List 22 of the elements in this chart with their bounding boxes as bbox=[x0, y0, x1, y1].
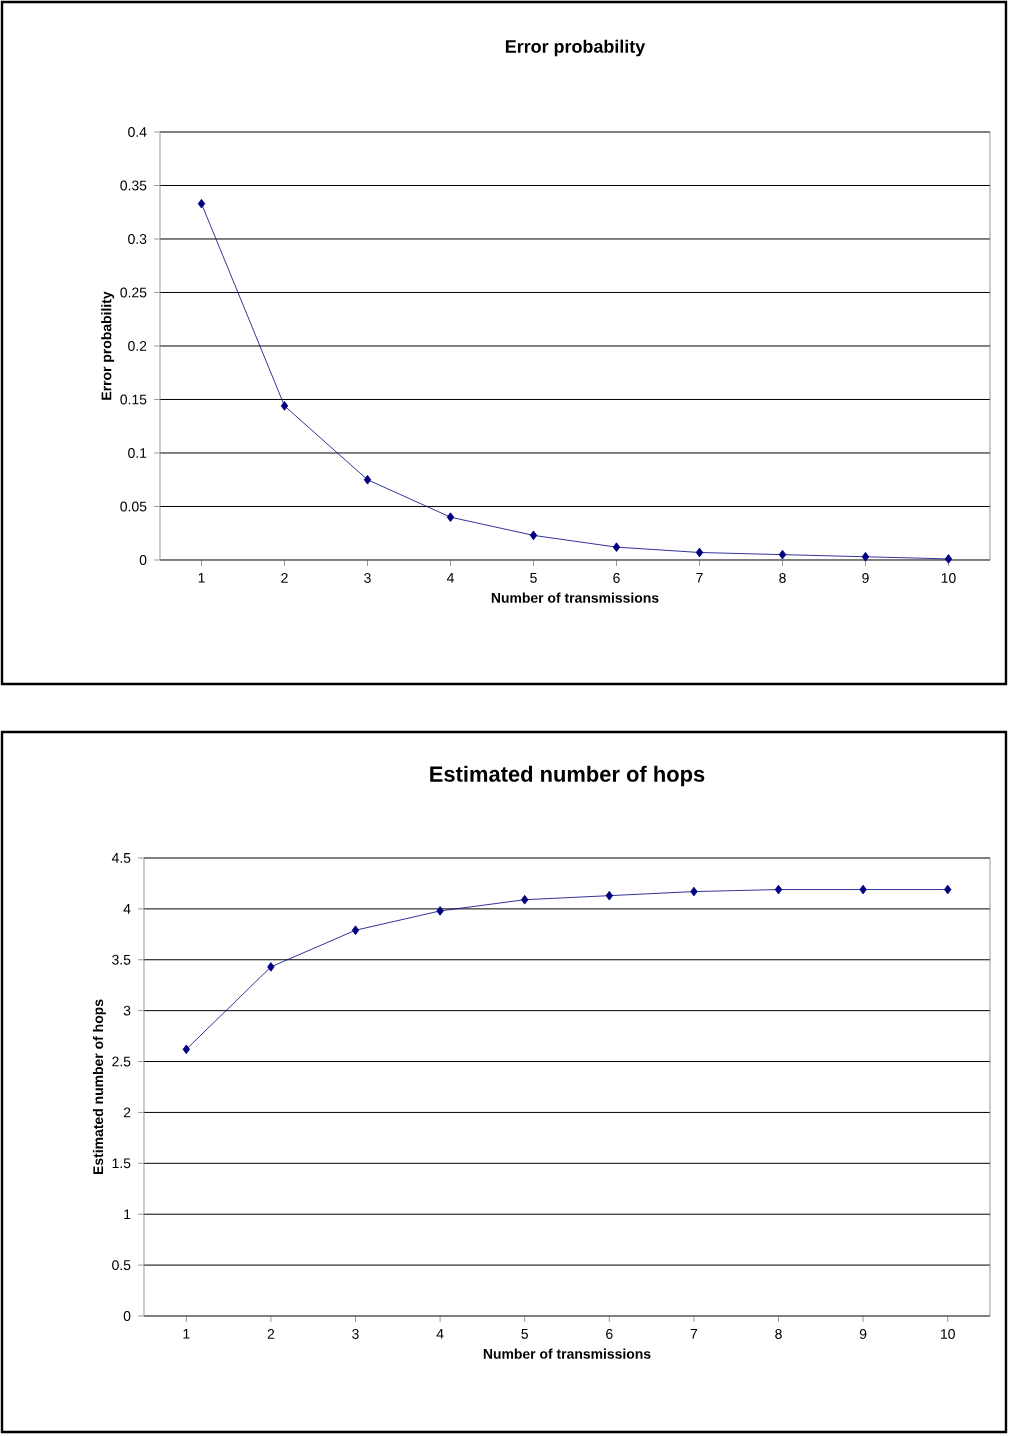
point bbox=[446, 512, 455, 522]
point bbox=[774, 884, 783, 895]
point bbox=[861, 551, 870, 562]
point bbox=[529, 530, 538, 541]
point bbox=[944, 884, 952, 895]
point bbox=[280, 401, 289, 411]
point bbox=[778, 549, 787, 560]
point bbox=[605, 890, 613, 901]
point bbox=[363, 474, 372, 485]
point bbox=[351, 925, 360, 936]
point bbox=[690, 886, 698, 897]
point bbox=[521, 894, 529, 905]
chart-title: Estimated number of hops bbox=[430, 765, 705, 787]
point bbox=[695, 547, 704, 558]
point bbox=[436, 906, 444, 916]
chart-title: Error probability bbox=[505, 39, 646, 57]
point bbox=[944, 554, 953, 564]
point bbox=[197, 198, 206, 209]
point bbox=[182, 1044, 190, 1055]
point bbox=[267, 962, 275, 972]
point bbox=[859, 884, 867, 895]
point bbox=[612, 542, 621, 552]
